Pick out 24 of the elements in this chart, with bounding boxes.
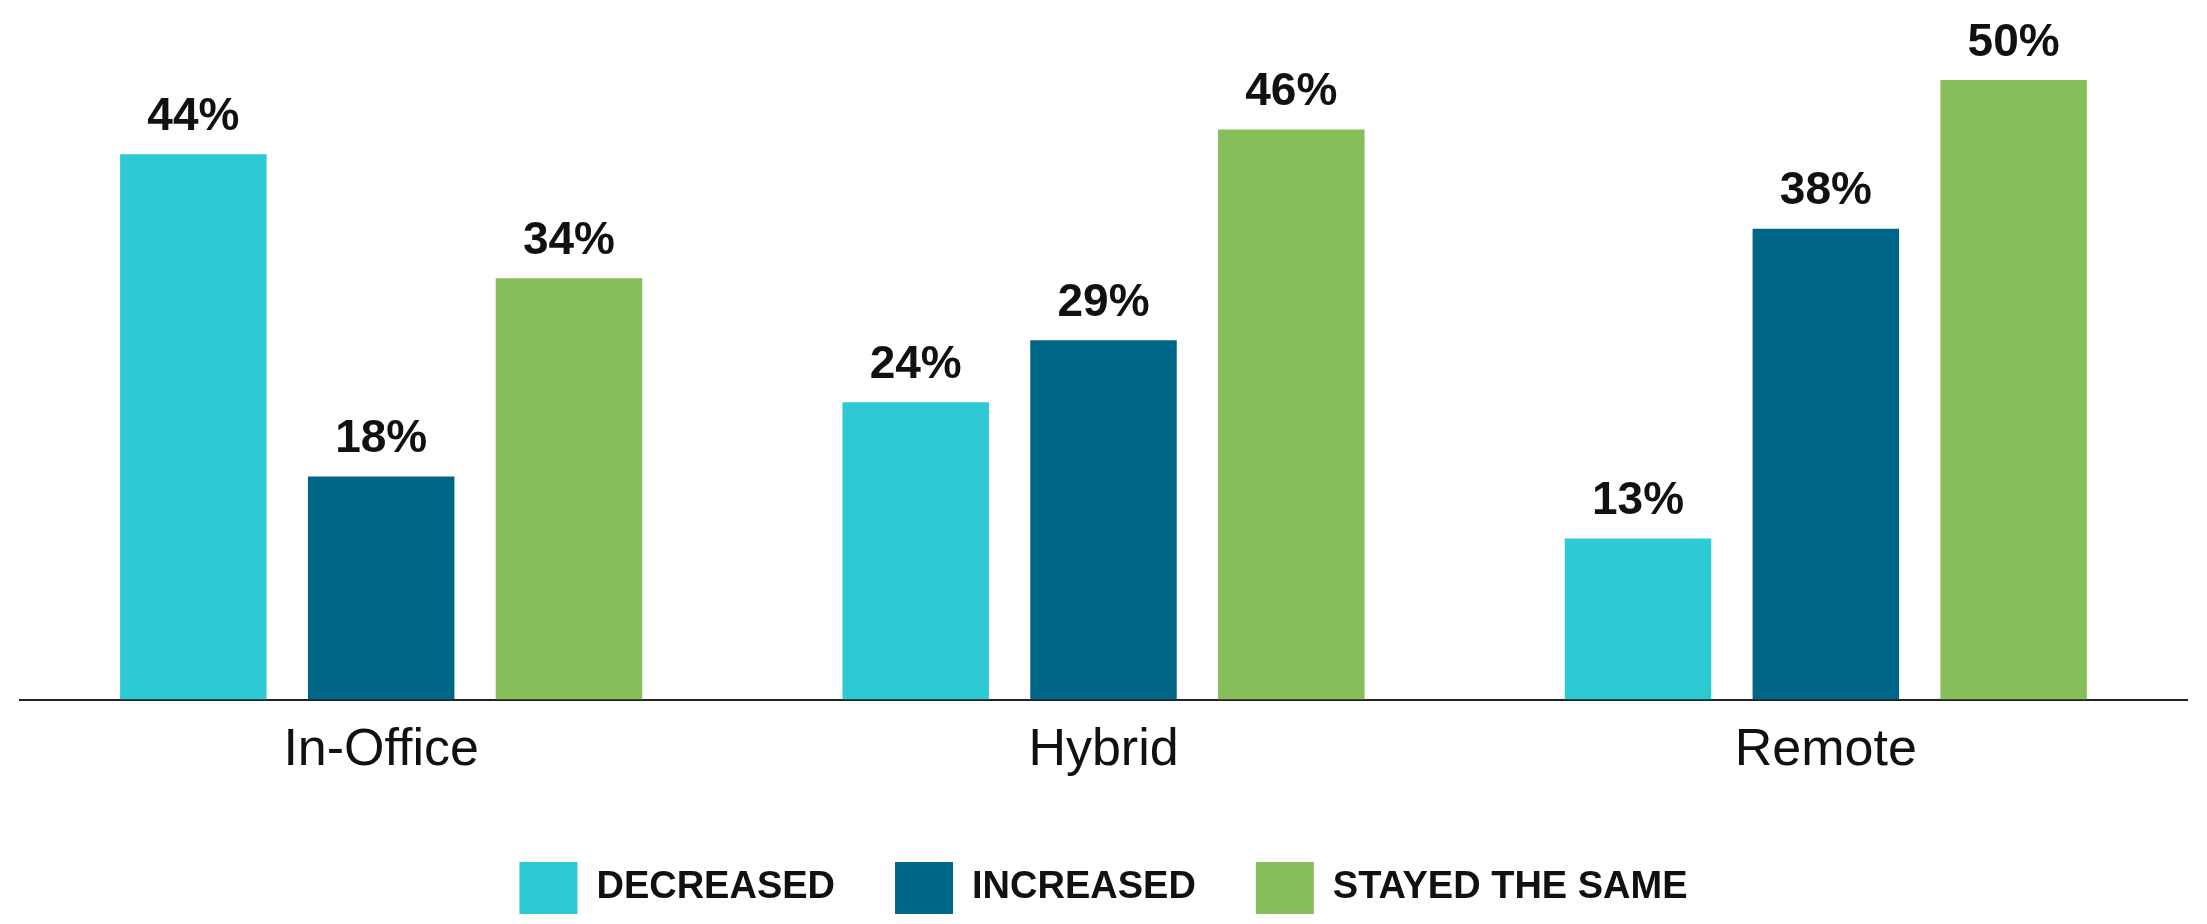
data-label: 46% xyxy=(1245,63,1338,116)
bar xyxy=(1940,80,2087,700)
x-tick-label: In-Office xyxy=(283,718,479,777)
data-label: 13% xyxy=(1591,472,1685,525)
data-label: 38% xyxy=(1779,162,1872,215)
legend-label: DECREASED xyxy=(596,864,836,907)
data-label: 50% xyxy=(1967,13,2060,66)
data-label: 18% xyxy=(335,410,428,463)
data-label: 44% xyxy=(147,88,240,141)
bar xyxy=(1752,228,1900,700)
data-label: 29% xyxy=(1057,273,1150,326)
data-label: 24% xyxy=(869,335,962,388)
legend-label: INCREASED xyxy=(972,864,1196,907)
bar xyxy=(842,402,989,700)
x-tick-label: Remote xyxy=(1734,718,1917,777)
legend-label: STAYED THE SAME xyxy=(1332,864,1688,907)
bar xyxy=(1030,340,1177,700)
bar xyxy=(120,154,267,700)
bar xyxy=(495,278,643,700)
bar xyxy=(1218,129,1365,700)
bar xyxy=(307,476,455,700)
x-tick-label: Hybrid xyxy=(1028,718,1179,777)
data-label: 34% xyxy=(522,211,616,264)
bar xyxy=(1564,538,1712,700)
